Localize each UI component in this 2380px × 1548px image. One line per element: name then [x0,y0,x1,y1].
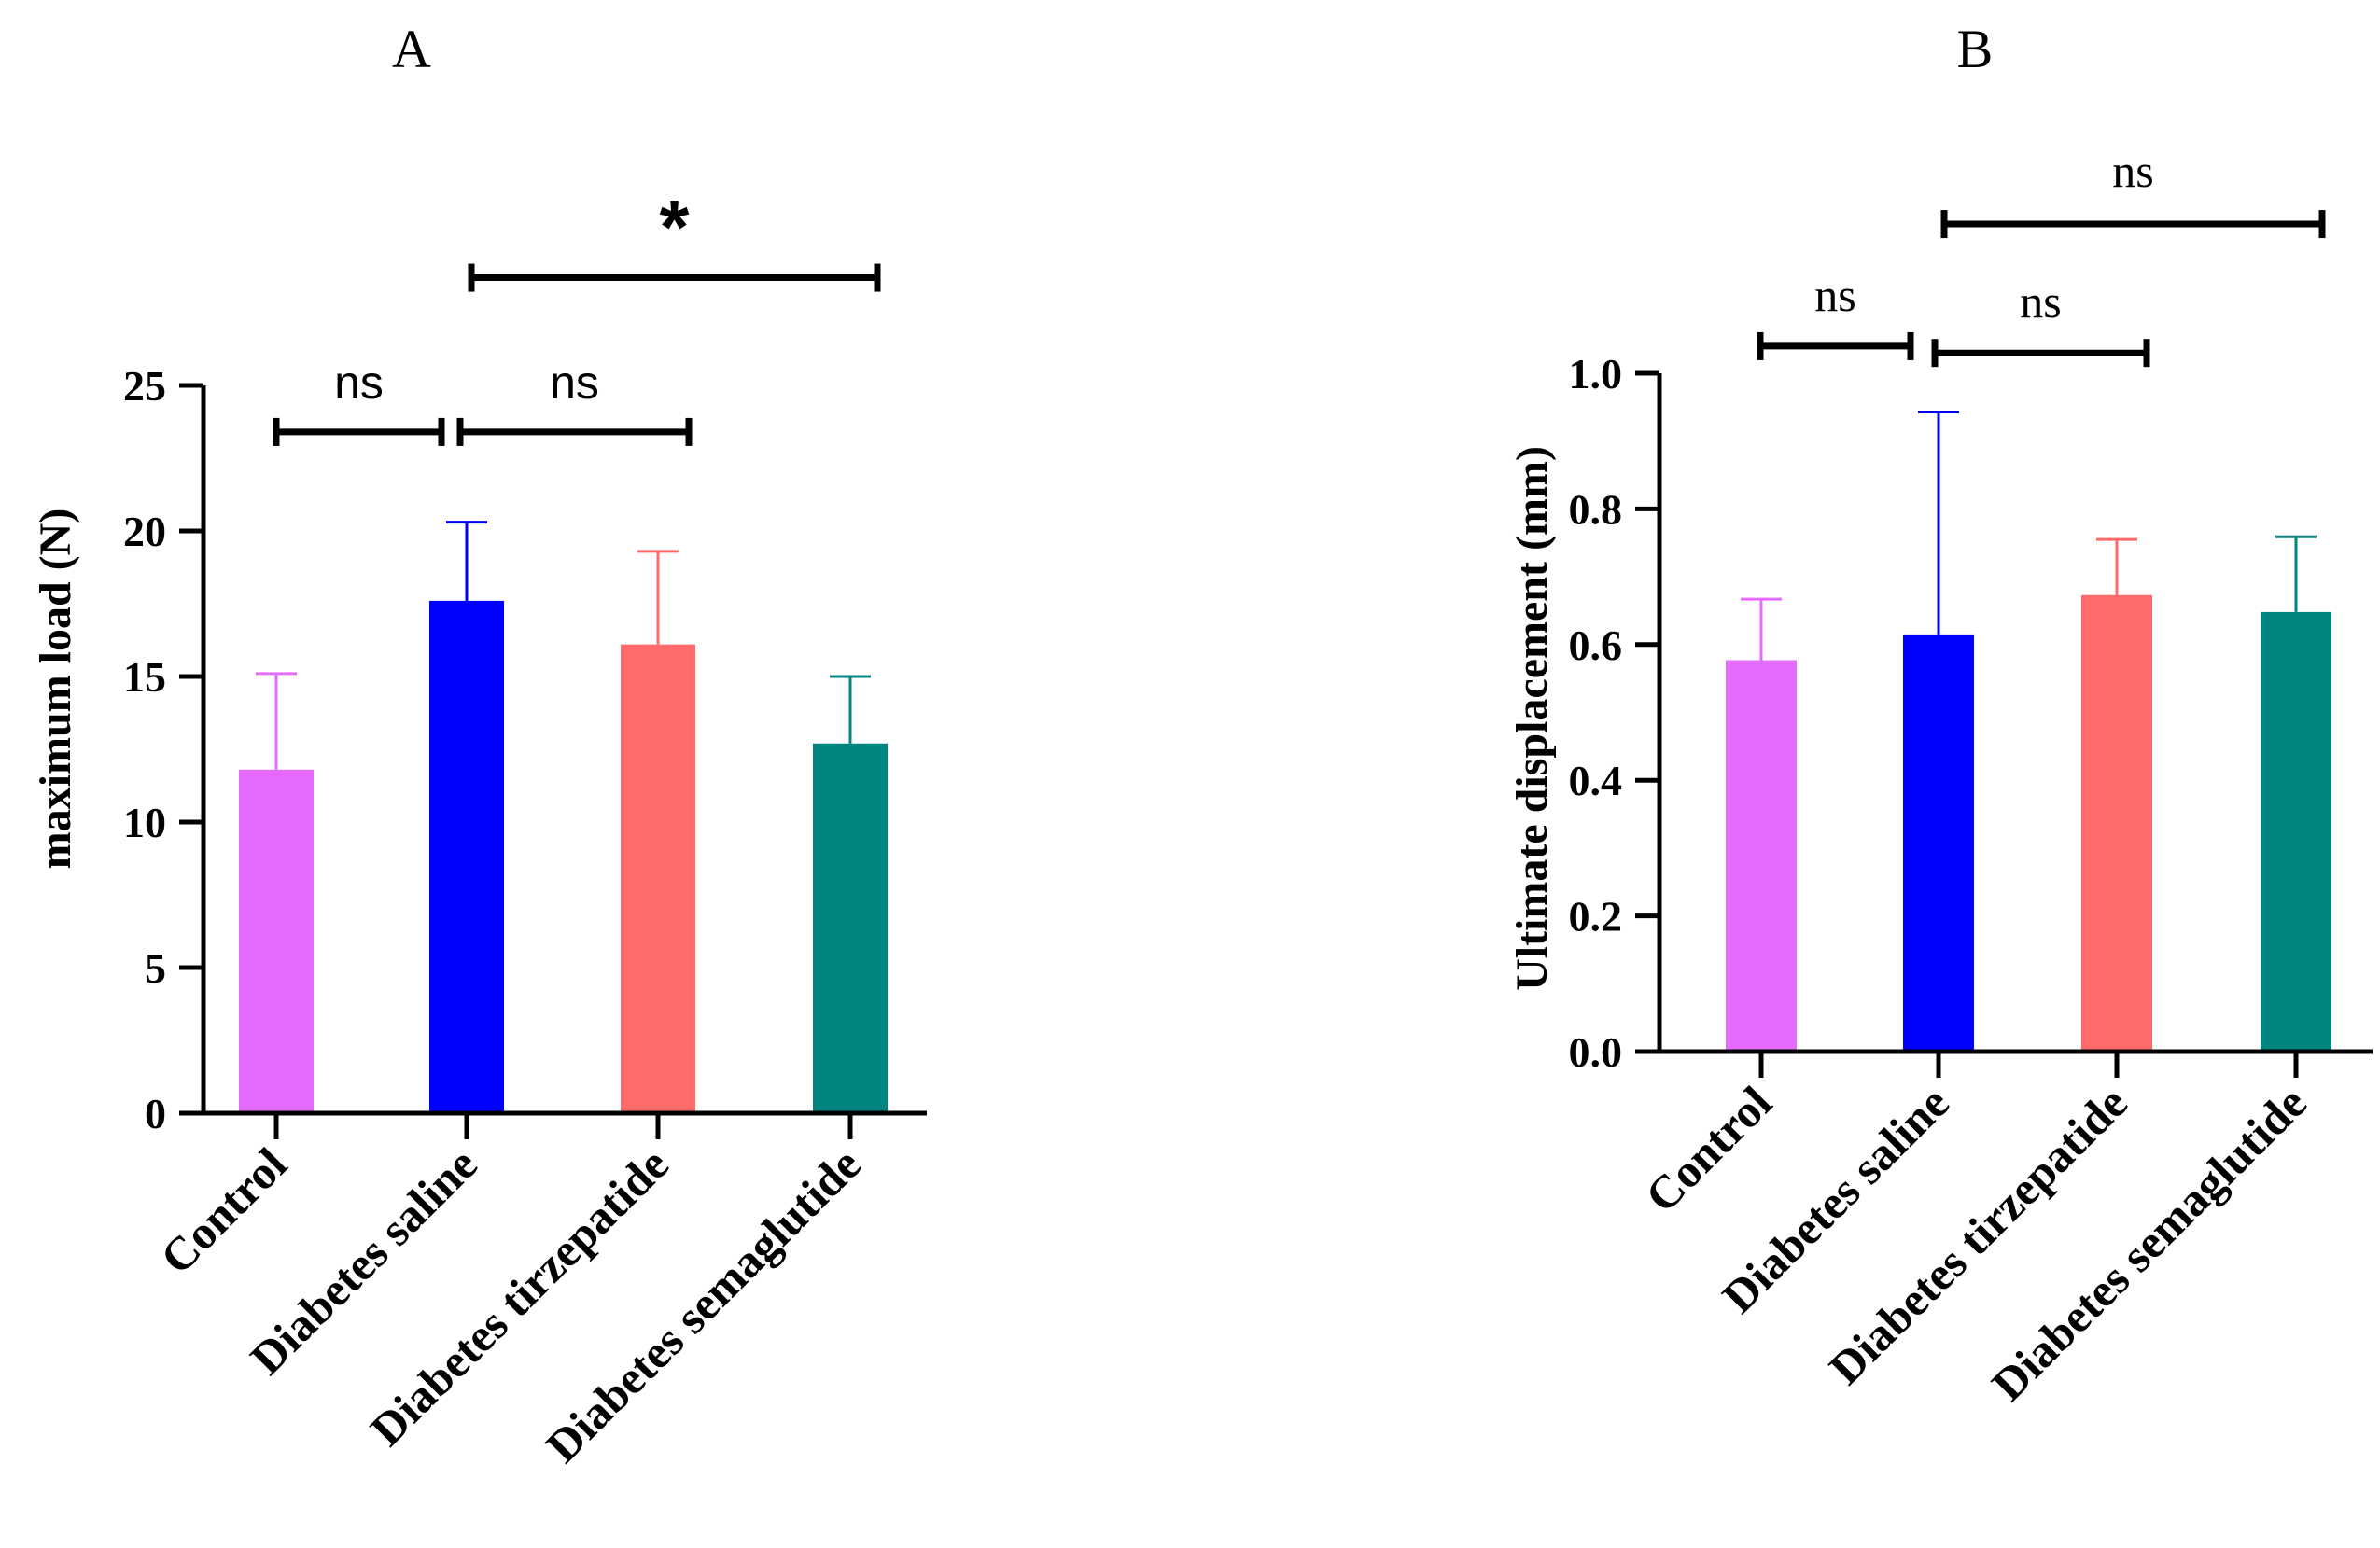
panel-a: A maximum load (N) 0 5 10 15 20 25 Control Diab… [31,19,927,1472]
panel-a-bar-1 [429,600,504,1113]
panel-a-label: A [392,19,431,79]
panel-a-bar-3 [813,743,888,1113]
panel-a-y-tick-label-4: 20 [123,508,166,555]
panel-a-y-tick-label-1: 5 [145,944,166,992]
panel-a-category-label-0: Control [150,1137,297,1284]
panel-a-y-axis-title: maximum load (N) [31,509,80,870]
panel-b-bar-1 [1903,634,1974,1052]
panel-b: B Ultimate displacement (mm) 0.0 0.2 0.4 0.… [1507,19,2373,1411]
panel-b-bar-0 [1726,660,1797,1052]
panel-b-y-tick-label-3: 0.6 [1569,621,1623,669]
panel-b-category-label-3: Diabetes semaglutide [1981,1076,2317,1411]
panel-b-label: B [1957,19,1994,79]
panel-a-y-tick-label-3: 15 [123,653,166,701]
panel-b-category-label-0: Control [1635,1076,1782,1222]
panel-a-y-tick-label-2: 10 [123,799,166,846]
panel-b-category-label-2: Diabetes tirzepatide [1819,1076,2137,1394]
panel-b-y-tick-label-4: 0.8 [1569,485,1623,533]
panel-a-y-tick-label-0: 0 [145,1090,166,1137]
panel-b-sig-label-2: ns [2112,145,2153,197]
panel-a-y-tick-label-5: 25 [123,362,166,410]
panel-a-bar-2 [621,644,695,1113]
panel-b-y-tick-label-0: 0.0 [1569,1028,1623,1076]
panel-b-sig-label-0: ns [1814,269,1855,321]
panel-b-y-axis-title: Ultimate displacement (mm) [1507,446,1557,991]
panel-b-bar-3 [2261,611,2331,1052]
panel-b-bar-2 [2081,594,2152,1052]
panel-b-y-tick-label-1: 0.2 [1569,893,1623,941]
panel-b-y-tick-label-2: 0.4 [1569,757,1623,804]
panel-b-sig-label-1: ns [2020,275,2061,328]
panel-a-sig-label-0: ns [334,356,384,409]
panel-b-y-tick-label-5: 1.0 [1569,350,1623,397]
panel-a-bar-0 [239,769,314,1113]
panel-a-category-label-3: Diabetes semaglutide [536,1137,871,1472]
panel-a-sig-label-1: ns [550,356,599,409]
panel-a-sig-label-2: * [660,186,690,271]
